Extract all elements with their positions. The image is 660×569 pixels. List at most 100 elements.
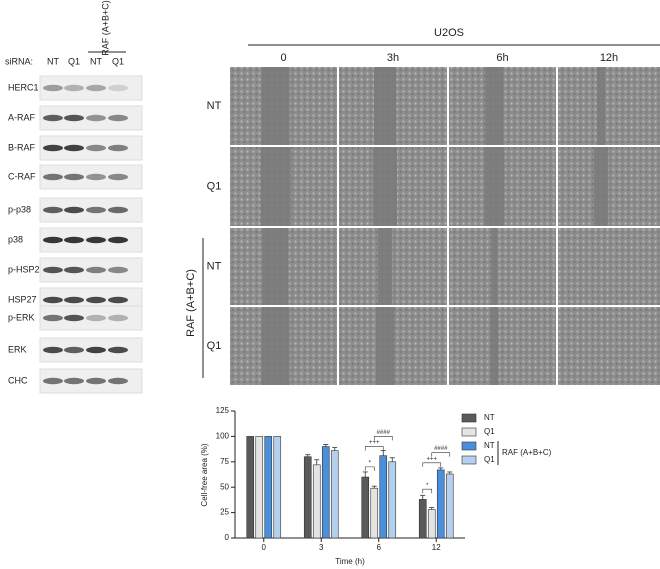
y-tick-label: 100 (216, 432, 230, 441)
band (64, 144, 84, 152)
wound-gap (484, 147, 505, 226)
significance-mark: +++ (426, 456, 437, 462)
group-label: RAF (A+B+C) (185, 269, 197, 337)
significance-mark: #### (434, 446, 448, 452)
timepoint: 3h (387, 52, 399, 64)
band (108, 236, 128, 244)
band (64, 84, 84, 92)
micrograph (339, 228, 447, 305)
band (86, 114, 106, 122)
protein-label: CHC (8, 375, 28, 385)
significance-bracket (422, 488, 433, 494)
band (64, 296, 84, 304)
lane-name: NT (90, 56, 102, 66)
significance-mark: +++ (369, 440, 380, 446)
wound-gap (260, 147, 291, 226)
micrograph (558, 147, 660, 226)
band (108, 314, 128, 322)
band (43, 296, 63, 304)
band (64, 377, 84, 385)
legend-group-label: RAF (A+B+C) (502, 448, 552, 457)
legend-label: NT (484, 413, 495, 422)
x-tick-label: 12 (432, 543, 441, 552)
band (43, 314, 63, 322)
lane-name: Q1 (112, 56, 124, 66)
bar (303, 456, 312, 539)
band (86, 206, 106, 214)
row-label: Q1 (207, 340, 222, 352)
protein-label: p-p38 (8, 204, 31, 214)
bar (361, 476, 370, 539)
protein-label: A-RAF (8, 112, 36, 122)
band (86, 173, 106, 181)
band (86, 296, 106, 304)
bar (427, 509, 436, 539)
wound-gap (261, 307, 290, 385)
band (108, 377, 128, 385)
wound-gap (261, 67, 290, 145)
micrograph (558, 307, 660, 385)
bar (264, 436, 273, 539)
micrograph (449, 228, 556, 305)
bar (388, 461, 397, 539)
bar (445, 473, 454, 539)
bar (370, 487, 379, 539)
band (108, 144, 128, 152)
wound-gap (373, 147, 397, 226)
group-label: RAF (A+B+C) (100, 0, 110, 56)
wound-gap (597, 67, 605, 145)
band (43, 173, 63, 181)
bar (312, 464, 321, 539)
significance-bracket (364, 446, 384, 451)
legend-label: Q1 (484, 455, 495, 464)
band (43, 236, 63, 244)
timepoint: 12h (600, 52, 618, 64)
band (108, 296, 128, 304)
wound-gap (485, 67, 504, 145)
x-tick-label: 3 (319, 543, 324, 552)
micrograph (449, 307, 556, 385)
protein-label: B-RAF (8, 142, 36, 152)
significance-bracket (431, 452, 451, 457)
protein-label: ERK (8, 344, 27, 354)
band (108, 266, 128, 274)
y-tick-label: 75 (220, 457, 229, 466)
bar (273, 436, 282, 539)
legend-swatch (461, 427, 477, 437)
significance-bracket (373, 436, 393, 441)
y-tick-label: 25 (220, 508, 229, 517)
bar (255, 436, 264, 539)
bar (321, 446, 330, 539)
band (43, 114, 63, 122)
band (86, 346, 106, 354)
band (43, 84, 63, 92)
band (108, 206, 128, 214)
y-axis-label: Cell-free area (%) (200, 443, 209, 506)
legend-swatch (461, 441, 477, 451)
y-tick-label: 0 (225, 533, 230, 542)
band (64, 314, 84, 322)
band (86, 84, 106, 92)
band (43, 144, 63, 152)
band (86, 266, 106, 274)
y-tick-label: 125 (216, 406, 230, 415)
band (86, 377, 106, 385)
legend-label: Q1 (484, 427, 495, 436)
x-axis-label: Time (h) (335, 557, 365, 566)
band (64, 266, 84, 274)
band (43, 346, 63, 354)
y-tick-label: 50 (220, 482, 229, 491)
row-label: Q1 (207, 180, 222, 192)
wound-gap (594, 147, 608, 226)
band (108, 173, 128, 181)
band (86, 236, 106, 244)
band (64, 173, 84, 181)
micrograph (558, 228, 660, 305)
band (108, 84, 128, 92)
bar (246, 436, 255, 539)
lane-name: Q1 (68, 56, 80, 66)
wound-gap (374, 67, 396, 145)
lane-label: siRNA: (5, 56, 33, 66)
protein-label: C-RAF (8, 171, 36, 181)
